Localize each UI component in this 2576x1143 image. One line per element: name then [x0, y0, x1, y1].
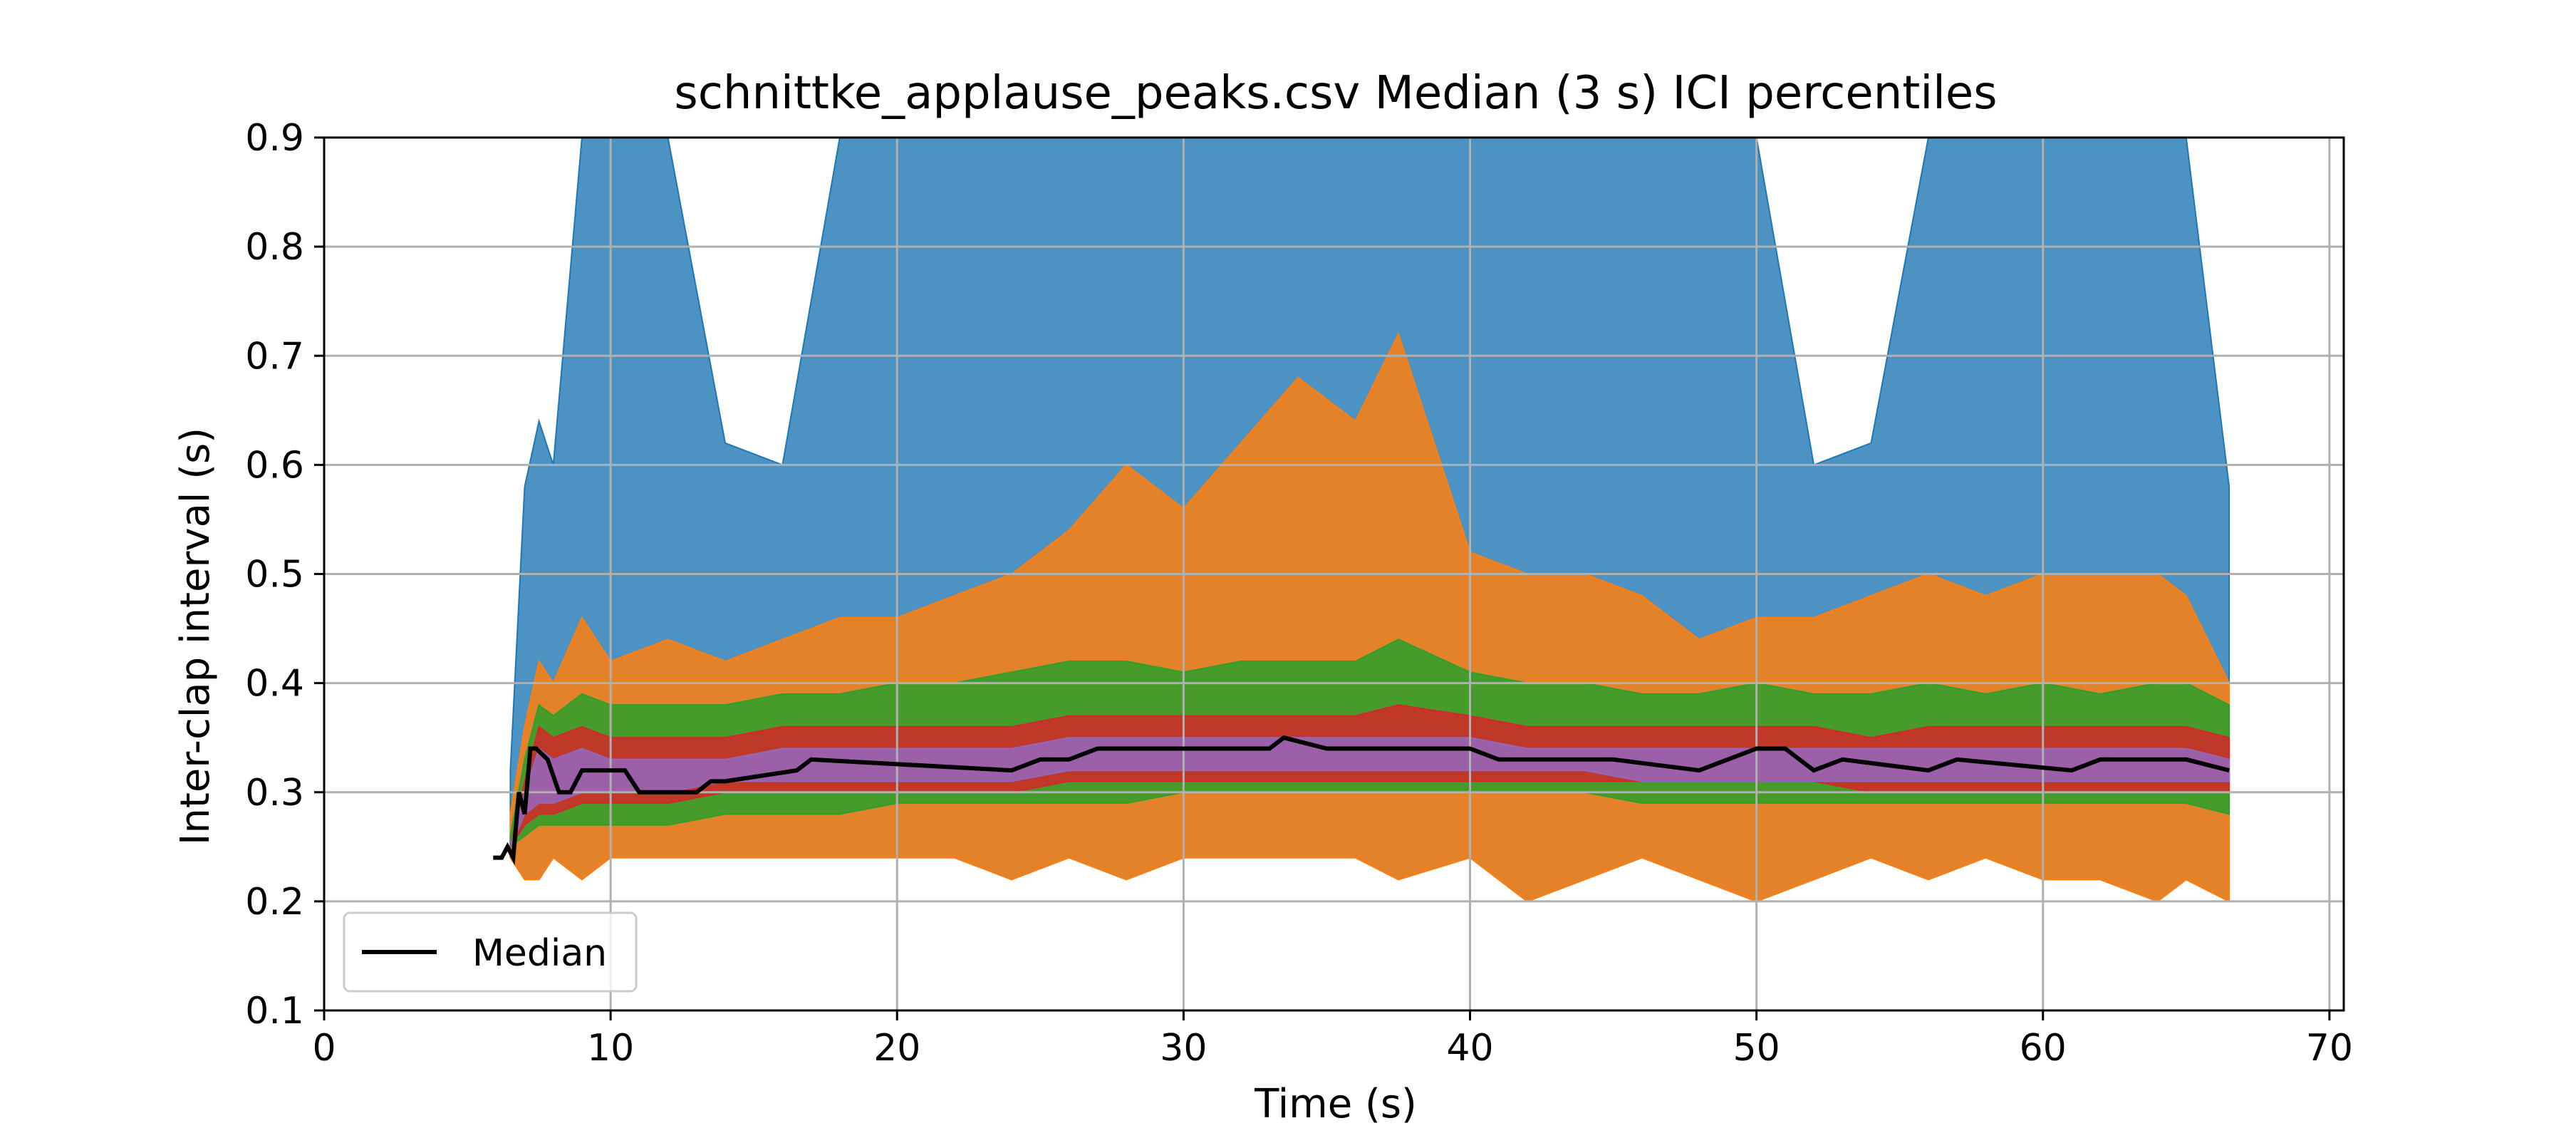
x-axis-label: Time (s) — [1254, 1081, 1417, 1127]
y-tick-label: 0.9 — [245, 117, 304, 160]
x-tick-label: 70 — [2306, 1027, 2353, 1070]
x-tick-label: 10 — [587, 1027, 634, 1070]
y-tick-label: 0.3 — [245, 772, 304, 814]
x-tick-label: 50 — [1733, 1027, 1780, 1070]
y-tick-label: 0.6 — [245, 444, 304, 487]
y-tick-label: 0.7 — [245, 335, 304, 378]
chart-title: schnittke_applause_peaks.csv Median (3 s… — [674, 67, 1997, 120]
median-line — [493, 735, 2230, 866]
y-tick-label: 0.5 — [245, 554, 304, 596]
y-tick-label: 0.8 — [245, 226, 304, 269]
x-tick-label: 60 — [2020, 1027, 2067, 1070]
y-tick-label: 0.2 — [245, 881, 304, 924]
legend-median-label: Median — [472, 932, 607, 975]
legend-box — [343, 911, 638, 993]
x-tick-label: 40 — [1446, 1027, 1493, 1070]
x-tick-label: 0 — [312, 1027, 336, 1070]
y-tick-label: 0.1 — [245, 990, 304, 1033]
plot-area: 0 10 20 30 40 50 60 70 0.1 0.2 0.3 0.4 0.5 0.6 0.7 0.8 0… — [245, 117, 2353, 1070]
y-tick-label: 0.4 — [245, 663, 304, 705]
x-tick-label: 20 — [873, 1027, 920, 1070]
x-tick-label: 30 — [1160, 1027, 1207, 1070]
y-axis-label: Inter-clap interval (s) — [172, 428, 219, 845]
